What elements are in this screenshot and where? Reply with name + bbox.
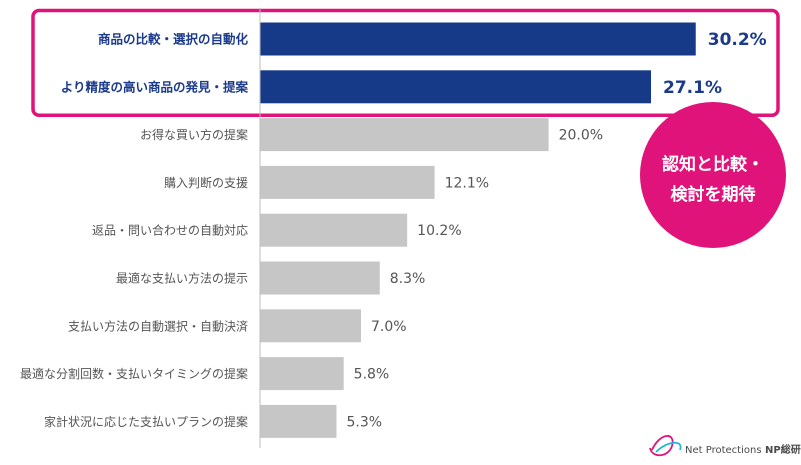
value-label-7: 5.8% — [354, 367, 390, 383]
value-label-6: 7.0% — [371, 319, 407, 335]
bar-6 — [260, 309, 361, 343]
value-label-5: 8.3% — [390, 271, 426, 287]
value-label-0: 30.2% — [708, 30, 767, 50]
brand-name: Net Protections — [685, 445, 762, 456]
bar-2 — [260, 118, 549, 152]
value-label-2: 20.0% — [559, 128, 603, 144]
badge-circle — [640, 102, 786, 248]
category-label-5: 最適な支払い方法の提示 — [116, 271, 248, 286]
bar-1 — [260, 70, 652, 104]
bar-7 — [260, 357, 344, 391]
highlight-frame-layer — [31, 8, 780, 118]
value-label-1: 27.1% — [663, 78, 722, 98]
highlight-frame — [31, 8, 780, 118]
brand: Net Protections NP総研 — [649, 435, 801, 457]
category-label-0: 商品の比較・選択の自動化 — [98, 32, 249, 47]
category-label-8: 家計状況に応じた支払いプランの提案 — [44, 414, 248, 429]
value-label-8: 5.3% — [346, 414, 382, 430]
bars-layer: 商品の比較・選択の自動化 30.2% より精度の高い商品の発見・提案 27.1% お得な… — [20, 22, 767, 438]
value-label-3: 12.1% — [445, 175, 489, 191]
category-label-3: 購入判断の支援 — [164, 175, 248, 190]
category-label-6: 支払い方法の自動選択・自動決済 — [68, 318, 248, 333]
bar-0 — [260, 22, 696, 56]
category-label-7: 最適な分割回数・支払いタイミングの提案 — [20, 366, 248, 381]
category-label-1: より精度の高い商品の発見・提案 — [61, 79, 249, 94]
bar-5 — [260, 261, 380, 295]
bar-8 — [260, 404, 337, 438]
bar-4 — [260, 213, 408, 247]
badge-line-2: 検討を期待 — [671, 184, 756, 205]
category-label-2: お得な買い方の提案 — [140, 127, 248, 142]
badge: 認知と比較・ 検討を期待 — [640, 102, 786, 248]
np-ribbon-logo-icon — [649, 435, 682, 457]
brand-sub: NP総研 — [765, 443, 801, 456]
value-label-4: 10.2% — [417, 223, 461, 239]
category-label-4: 返品・問い合わせの自動対応 — [92, 223, 248, 238]
badge-line-1: 認知と比較・ — [662, 154, 764, 175]
bar-3 — [260, 165, 435, 199]
